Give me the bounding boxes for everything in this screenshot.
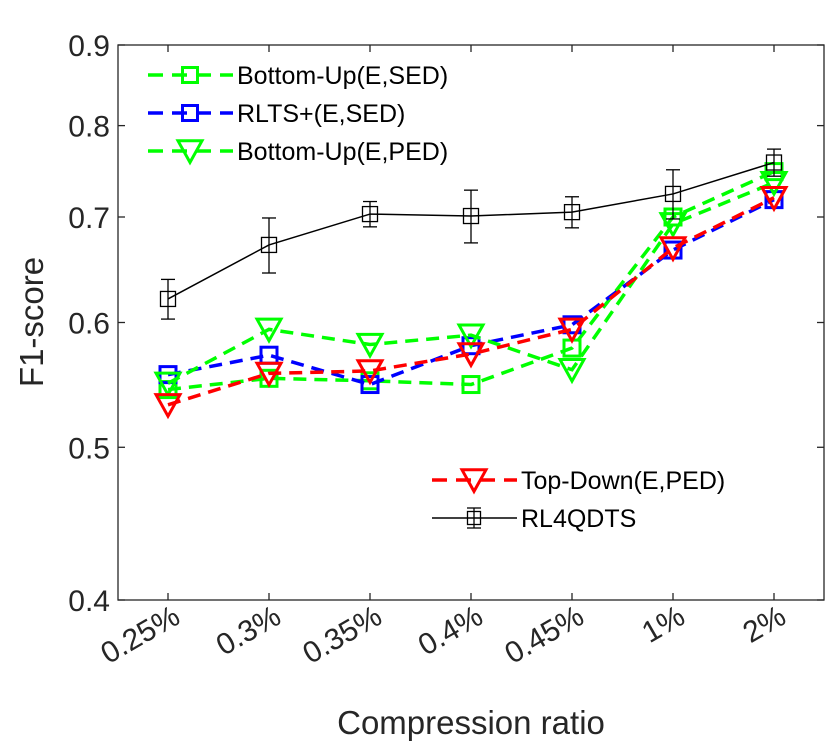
data-point — [759, 186, 789, 213]
x-tick-label: 1% — [636, 599, 690, 649]
legend-label: RL4QDTS — [521, 505, 636, 533]
legend-label: Top-Down(E,PED) — [521, 467, 725, 495]
legend-label: Bottom-Up(E,SED) — [237, 62, 448, 90]
x-tick-label: 0.35% — [297, 599, 387, 670]
data-point — [461, 336, 481, 356]
series-top-down-e-ped — [153, 186, 789, 420]
x-tick-label: 0.4% — [413, 599, 489, 662]
legend-marker — [181, 66, 199, 84]
x-tick-label: 0.3% — [211, 599, 287, 662]
data-point — [360, 375, 380, 395]
legend-item-rl4qdts: RL4QDTS — [432, 505, 636, 533]
y-tick-label: 0.6 — [68, 308, 110, 341]
legend-marker — [181, 104, 199, 122]
data-point — [461, 375, 481, 395]
series-line-bottom-up-e-ped — [167, 181, 775, 385]
legend-item-top-down-e-ped: Top-Down(E,PED) — [432, 467, 725, 495]
legend-label: Bottom-Up(E,PED) — [237, 138, 448, 166]
x-tick-label: 0.45% — [499, 599, 589, 670]
legend-marker — [459, 468, 489, 495]
x-axis-title: Compression ratio — [337, 704, 605, 741]
data-point — [456, 323, 486, 350]
data-point — [254, 361, 284, 388]
data-point — [153, 393, 183, 420]
data-point — [664, 185, 682, 203]
data-point — [254, 317, 284, 344]
data-point — [658, 236, 688, 263]
series-rl4qdts — [159, 148, 783, 320]
plot-background — [118, 45, 824, 600]
legend-label: RLTS+(E,SED) — [237, 100, 405, 128]
y-tick-label: 0.8 — [68, 111, 110, 144]
data-point — [260, 236, 278, 254]
data-point — [456, 342, 486, 369]
data-point — [563, 203, 581, 221]
legend-item-bottom-up-e-ped: Bottom-Up(E,PED) — [148, 138, 448, 166]
data-point — [159, 290, 177, 308]
y-tick-label: 0.7 — [68, 202, 110, 235]
legend-marker — [175, 139, 205, 166]
y-tick-label: 0.4 — [68, 585, 110, 618]
y-axis-title: F1-score — [13, 257, 50, 387]
data-point — [355, 332, 385, 360]
y-tick-label: 0.5 — [68, 432, 110, 465]
y-tick-label: 0.9 — [68, 30, 110, 63]
series-line-top-down-e-ped — [167, 196, 775, 407]
data-point — [361, 205, 379, 223]
legend-layer: Bottom-Up(E,SED) RLTS+(E,SED) Bottom-Up(E,… — [148, 62, 725, 533]
data-point — [765, 154, 783, 171]
legend-marker — [466, 510, 482, 526]
data-point — [355, 359, 385, 386]
data-point — [153, 371, 183, 398]
legend-item-rlts-e-sed: RLTS+(E,SED) — [148, 100, 405, 128]
legend-item-bottom-up-e-sed: Bottom-Up(E,SED) — [148, 62, 448, 90]
data-point — [557, 358, 587, 385]
x-tick-label: 2% — [737, 599, 791, 649]
data-point — [557, 317, 587, 344]
series-layer — [153, 148, 789, 420]
data-point — [462, 207, 480, 225]
